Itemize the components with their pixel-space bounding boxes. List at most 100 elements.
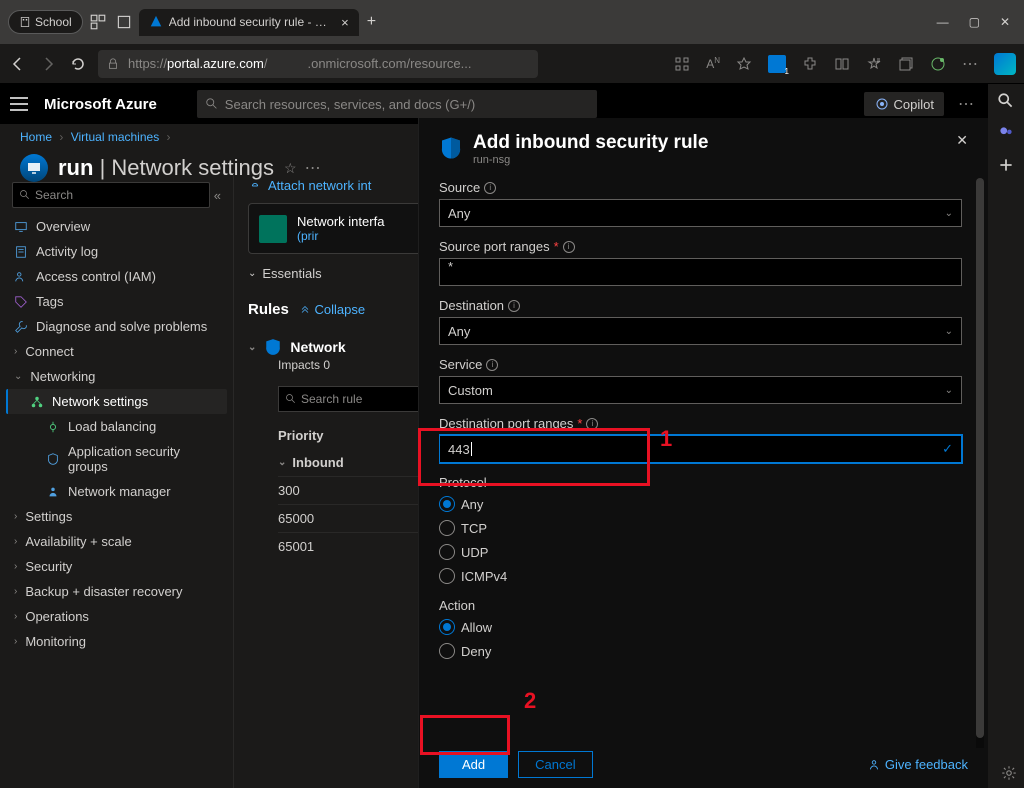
url-path: / <box>264 56 268 71</box>
favorites-bar-icon[interactable] <box>866 56 882 72</box>
header-more-icon[interactable]: ⋯ <box>958 94 974 114</box>
service-select[interactable]: Custom⌄ <box>439 376 962 404</box>
protocol-radio-group: Any TCP UDP ICMPv4 <box>439 494 962 586</box>
source-port-label: Source port ranges *i <box>439 239 962 254</box>
nav-backup[interactable]: ›Backup + disaster recovery <box>6 579 227 604</box>
apps-icon[interactable] <box>674 56 690 72</box>
crumb-home[interactable]: Home <box>20 130 52 144</box>
maximize-icon[interactable]: ▢ <box>969 15 980 29</box>
annotation-label-1: 1 <box>660 426 672 452</box>
minimize-icon[interactable]: — <box>937 15 949 29</box>
protocol-option[interactable]: UDP <box>439 542 962 562</box>
network-icon <box>30 395 44 409</box>
panel-scroll-thumb[interactable] <box>976 178 984 738</box>
action-option[interactable]: Deny <box>439 641 962 661</box>
destination-select[interactable]: Any⌄ <box>439 317 962 345</box>
cancel-button[interactable]: Cancel <box>518 751 592 778</box>
azure-search-placeholder: Search resources, services, and docs (G+… <box>225 97 475 112</box>
nav-diagnose[interactable]: Diagnose and solve problems <box>6 314 227 339</box>
panel-body: Sourcei Any⌄ Source port ranges *i * Des… <box>439 180 968 741</box>
tab-close-icon[interactable]: × <box>341 15 349 30</box>
add-button[interactable]: Add <box>439 751 508 778</box>
workspaces-icon[interactable] <box>89 13 107 31</box>
panel-subtitle: run-nsg <box>473 154 708 166</box>
nav-settings[interactable]: ›Settings <box>6 504 227 529</box>
person-icon <box>46 485 60 499</box>
nav-operations[interactable]: ›Operations <box>6 604 227 629</box>
crumb-vm[interactable]: Virtual machines <box>71 130 160 144</box>
text-size-icon[interactable]: AN <box>706 56 720 71</box>
more-icon[interactable]: ⋯ <box>962 54 978 74</box>
nav-security[interactable]: ›Security <box>6 554 227 579</box>
info-icon[interactable]: i <box>484 182 496 194</box>
protocol-option[interactable]: Any <box>439 494 962 514</box>
nav-asg[interactable]: Application security groups <box>6 439 227 479</box>
chevron-down-icon: ⌄ <box>945 385 953 396</box>
azure-search-input[interactable]: Search resources, services, and docs (G+… <box>197 90 597 118</box>
nic-primary: (prir <box>297 229 384 243</box>
url-prefix: https:// <box>128 56 167 71</box>
feedback-link[interactable]: Give feedback <box>867 757 968 772</box>
favorite-icon[interactable] <box>736 56 752 72</box>
back-icon[interactable] <box>8 56 28 72</box>
annotation-label-2: 2 <box>524 688 536 714</box>
protocol-option[interactable]: TCP <box>439 518 962 538</box>
person-icon <box>867 758 881 772</box>
copilot-browser-icon[interactable] <box>994 53 1016 75</box>
active-tab[interactable]: Add inbound security rule - Micro × <box>139 9 359 36</box>
info-icon[interactable]: i <box>563 241 575 253</box>
nav-network-settings[interactable]: Network settings <box>6 389 227 414</box>
nav-network-manager[interactable]: Network manager <box>6 479 227 504</box>
nav-tags[interactable]: Tags <box>6 289 227 314</box>
nav-load-balancing[interactable]: Load balancing <box>6 414 227 439</box>
teams-icon[interactable] <box>997 124 1015 142</box>
tab-title: Add inbound security rule - Micro <box>169 15 335 29</box>
browser-essentials-icon[interactable] <box>930 56 946 72</box>
panel-close-icon[interactable]: ✕ <box>956 132 968 149</box>
extensions-icon[interactable] <box>802 56 818 72</box>
log-icon <box>14 245 28 259</box>
close-window-icon[interactable]: ✕ <box>1000 15 1010 29</box>
add-rule-panel: Add inbound security rule run-nsg ✕ Sour… <box>418 118 988 788</box>
info-icon[interactable]: i <box>586 418 598 430</box>
copilot-button[interactable]: Copilot <box>864 92 944 116</box>
protocol-option[interactable]: ICMPv4 <box>439 566 962 586</box>
nav-collapse-icon[interactable]: « <box>214 188 221 203</box>
gear-icon[interactable] <box>1000 764 1018 782</box>
source-select[interactable]: Any⌄ <box>439 199 962 227</box>
collapse-link[interactable]: Collapse <box>299 302 365 317</box>
refresh-icon[interactable] <box>68 56 88 72</box>
collection-tab[interactable]: School <box>8 10 83 34</box>
nav-activity[interactable]: Activity log <box>6 239 227 264</box>
radio-icon <box>439 496 455 512</box>
nav-search-placeholder: Search <box>35 188 73 202</box>
plus-icon[interactable] <box>997 156 1015 174</box>
collections-icon[interactable] <box>898 56 914 72</box>
collection-tab-label: School <box>35 15 72 29</box>
nav-networking[interactable]: ⌄Networking <box>6 364 227 389</box>
nav-availability[interactable]: ›Availability + scale <box>6 529 227 554</box>
panel-footer: Add Cancel Give feedback <box>439 741 968 778</box>
split-icon[interactable] <box>834 56 850 72</box>
check-icon: ✓ <box>942 441 953 457</box>
tab-actions-icon[interactable] <box>115 13 133 31</box>
info-icon[interactable]: i <box>508 300 520 312</box>
dest-port-input[interactable]: 443✓ <box>439 435 962 463</box>
search-icon[interactable] <box>997 92 1015 110</box>
nav-iam[interactable]: Access control (IAM) <box>6 264 227 289</box>
azure-logo[interactable]: Microsoft Azure <box>44 96 157 113</box>
url-input[interactable]: https://portal.azure.com/ .onmicrosoft.c… <box>98 50 538 78</box>
radio-icon <box>439 619 455 635</box>
copilot-icon <box>874 96 890 112</box>
nav-overview[interactable]: Overview <box>6 214 227 239</box>
nav-search-input[interactable]: Search <box>12 182 210 208</box>
nav-monitoring[interactable]: ›Monitoring <box>6 629 227 654</box>
search-icon <box>19 189 31 201</box>
new-tab-button[interactable]: + <box>367 13 376 31</box>
hamburger-icon[interactable] <box>10 97 28 111</box>
action-option[interactable]: Allow <box>439 617 962 637</box>
extension-icon[interactable]: 1 <box>768 55 786 73</box>
nav-connect[interactable]: ›Connect <box>6 339 227 364</box>
info-icon[interactable]: i <box>486 359 498 371</box>
source-port-input[interactable]: * <box>439 258 962 286</box>
